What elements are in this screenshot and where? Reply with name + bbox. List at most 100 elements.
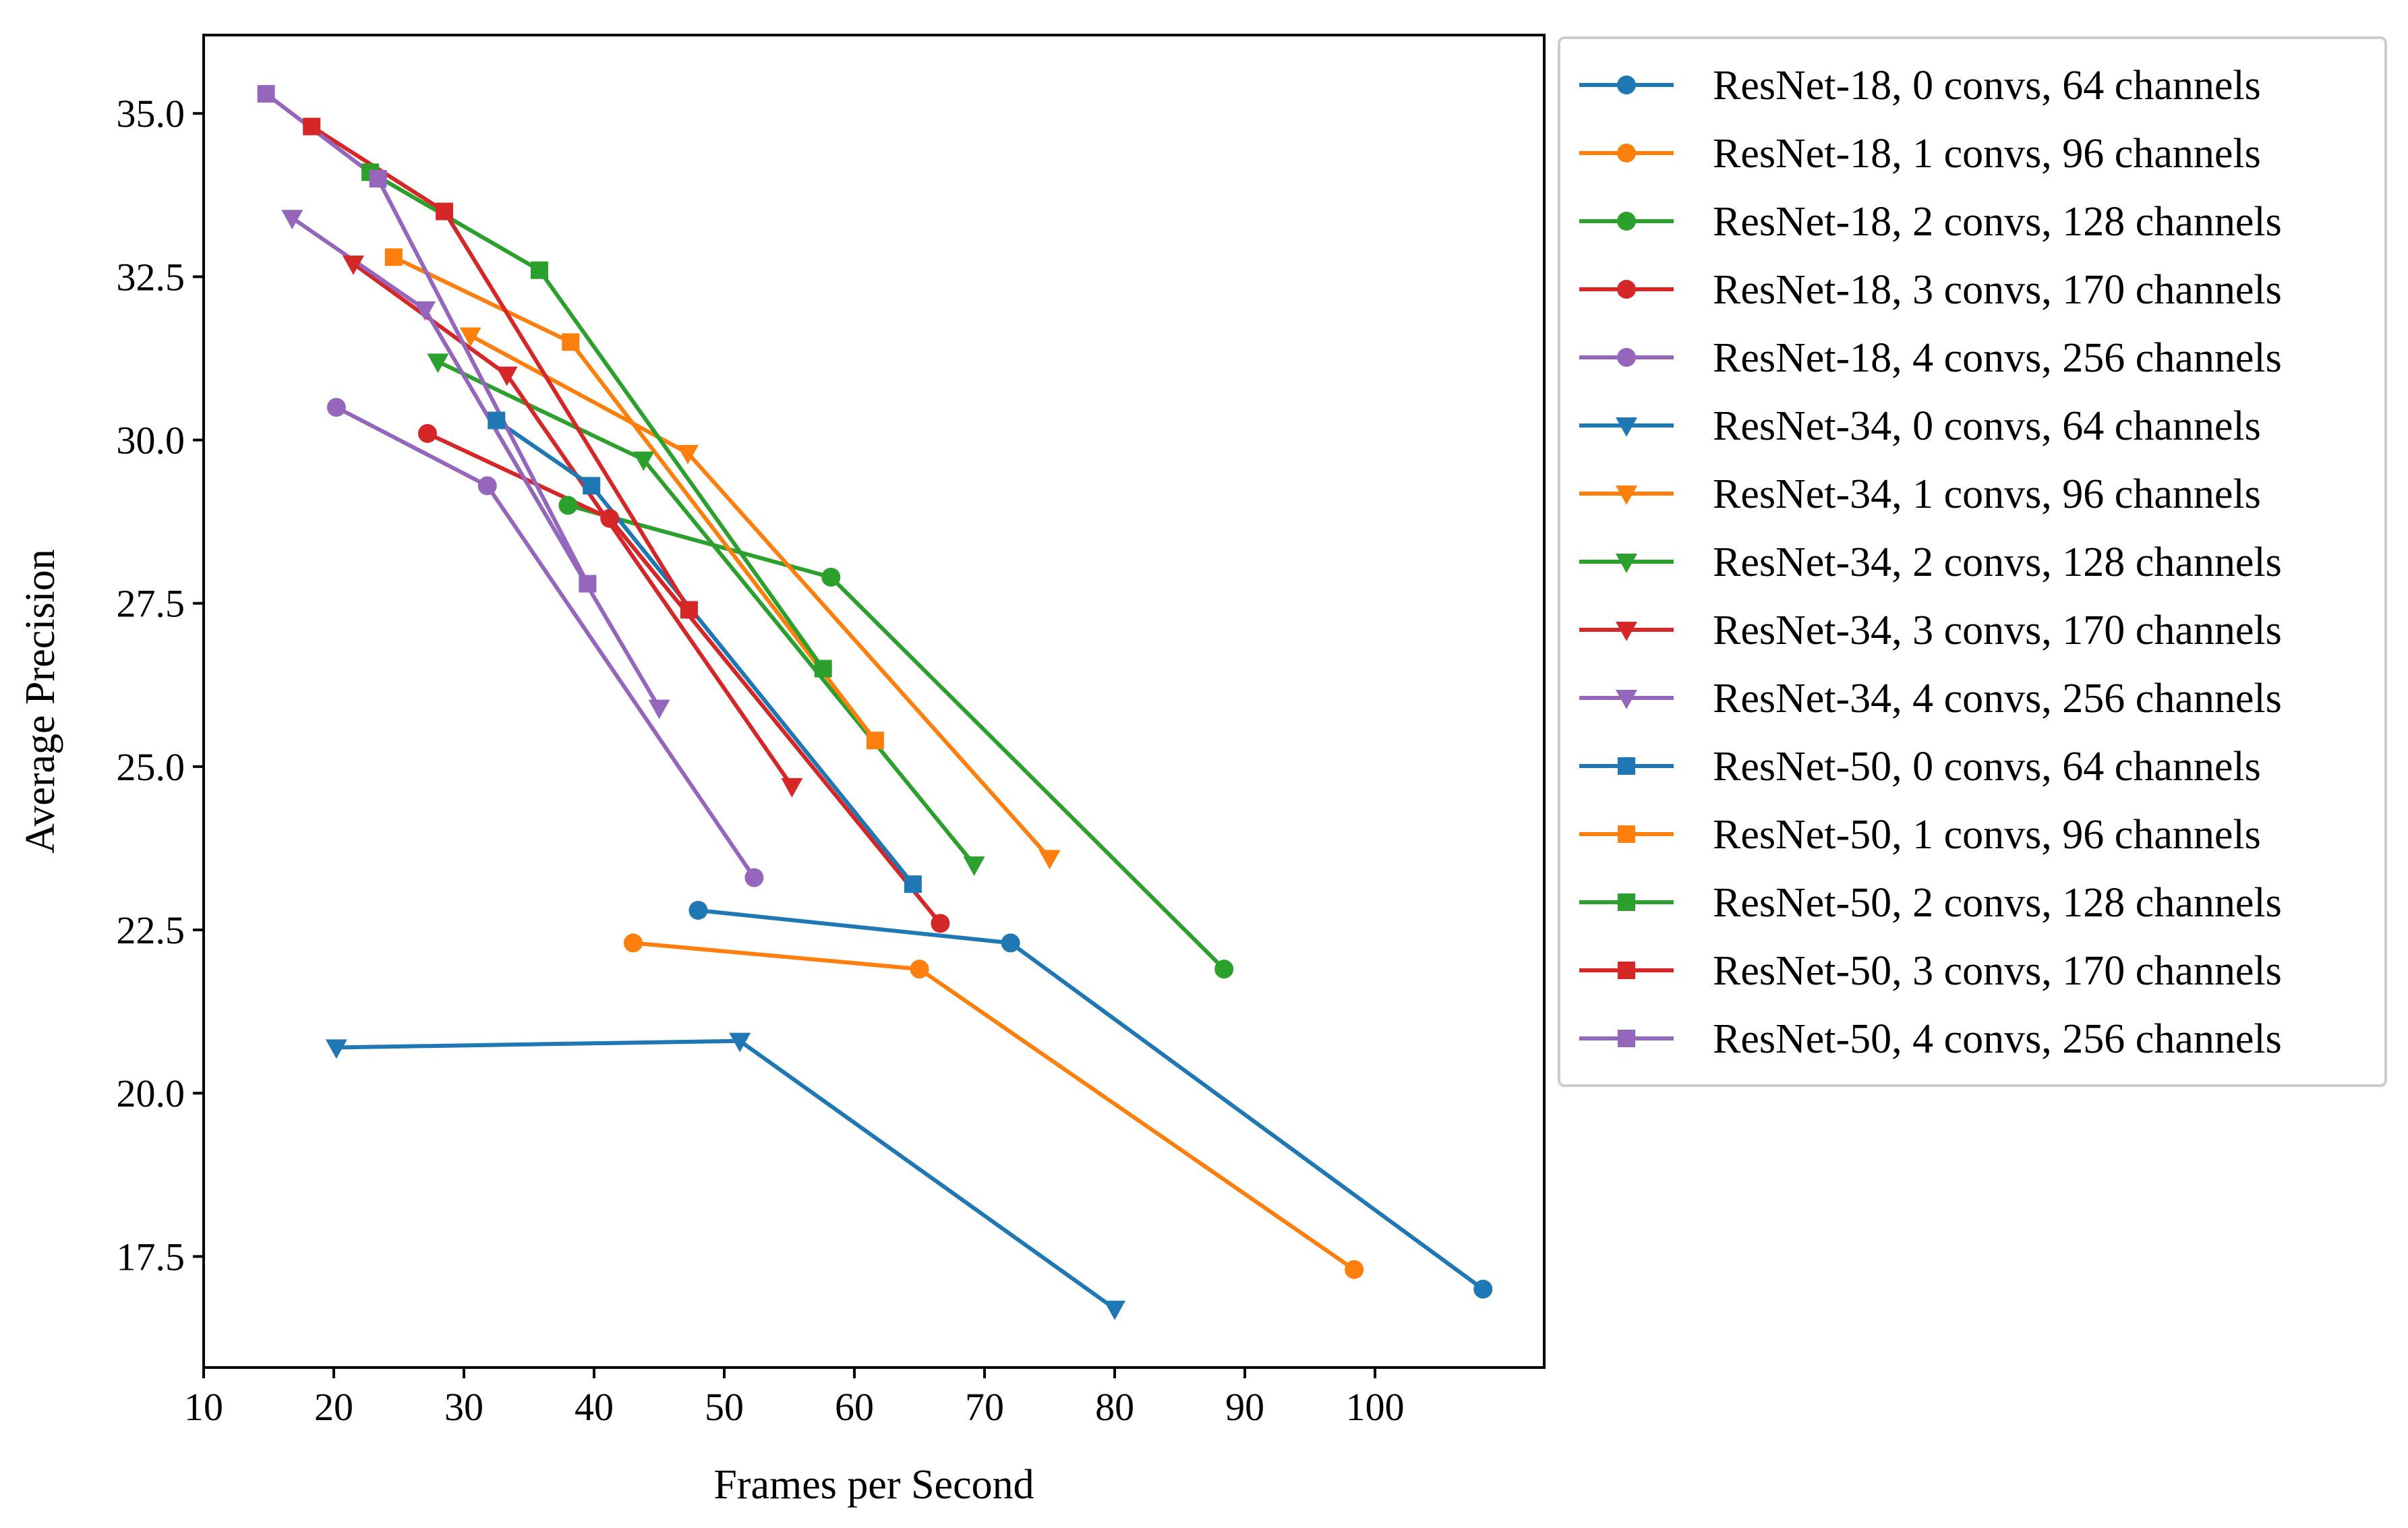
x-axis-ticks: 10 20 30 40 50 60 70 80 90 100 [184,1368,1405,1429]
series-line-6 [334,1038,1117,1311]
data-point-s5-2 [477,476,497,496]
legend-label-15: ResNet-50, 4 convs, 256 channels [1713,1016,2282,1062]
y-tick-label-7: 32.5 [117,255,185,299]
series-line-15 [264,92,590,586]
data-point-s4-3 [931,914,950,933]
data-point-s1-3 [1473,1279,1493,1299]
data-point-s12-1 [384,248,403,266]
y-tick-label-8: 35.0 [117,92,185,136]
data-point-s15-3 [579,575,597,593]
x-tick-label-1: 10 [184,1385,223,1429]
data-point-s6-2 [729,1032,751,1053]
data-point-s13-2 [530,261,548,279]
legend-label-5: ResNet-18, 4 convs, 256 channels [1713,335,2282,381]
x-tick-label-5: 50 [705,1385,744,1429]
data-point-s5-3 [744,868,764,887]
data-point-s9-1 [342,256,364,275]
legend-label-6: ResNet-34, 0 convs, 64 channels [1713,403,2261,449]
x-tick-label-2: 20 [314,1385,353,1429]
y-tick-label-4: 25.0 [117,745,185,789]
series-line-7 [468,333,1052,860]
data-point-s14-3 [680,601,698,619]
y-tick-label-2: 20.0 [117,1071,185,1115]
data-point-s14-2 [436,202,454,221]
data-point-s9-3 [781,777,803,798]
data-point-s8-3 [963,856,985,876]
series-line-10 [290,216,662,710]
legend-marker-8 [1616,554,1637,573]
data-point-s10-1 [281,210,303,230]
data-point-s13-3 [814,659,832,678]
data-point-s15-2 [369,170,387,188]
data-point-s11-3 [904,875,922,893]
legend: ResNet-18, 0 convs, 64 channels ResNet-18… [1558,36,2387,1087]
y-tick-label-1: 17.5 [117,1235,185,1279]
x-axis-title: Frames per Second [713,1462,1034,1508]
legend-marker-14 [1618,962,1635,979]
data-point-s7-3 [1038,850,1061,870]
series-line-1 [696,908,1486,1291]
data-point-s12-3 [866,732,884,750]
data-point-s8-1 [427,353,449,374]
legend-marker-1 [1617,76,1636,94]
legend-marker-13 [1618,893,1635,911]
data-point-s2-3 [1345,1260,1364,1279]
data-point-s7-1 [459,327,481,347]
data-point-s6-1 [325,1039,347,1059]
legend-marker-11 [1618,757,1635,775]
data-point-s15-1 [257,85,275,103]
data-point-s4-1 [417,423,437,443]
data-point-s6-3 [1104,1300,1126,1320]
x-tick-label-8: 80 [1095,1385,1134,1429]
legend-label-4: ResNet-18, 3 convs, 170 channels [1713,267,2282,313]
legend-label-2: ResNet-18, 1 convs, 96 channels [1713,131,2261,177]
data-point-s3-1 [558,496,578,515]
data-point-s14-1 [303,117,321,136]
x-tick-label-6: 60 [835,1385,874,1429]
y-axis-title: Average Precision [18,549,63,854]
y-tick-label-5: 27.5 [117,582,185,626]
x-tick-label-7: 70 [965,1385,1004,1429]
legend-marker-7 [1616,486,1637,505]
data-point-s8-2 [633,451,655,471]
data-point-s3-3 [1214,960,1234,979]
x-tick-label-3: 30 [444,1385,483,1429]
data-point-s9-2 [496,366,518,386]
legend-label-10: ResNet-34, 4 convs, 256 channels [1713,676,2282,722]
data-point-s4-2 [600,508,620,528]
y-tick-label-3: 22.5 [117,908,185,952]
legend-marker-5 [1617,348,1636,367]
data-point-s10-3 [648,699,670,719]
data-point-s12-2 [562,333,580,351]
legend-label-14: ResNet-50, 3 convs, 170 channels [1713,948,2282,994]
legend-label-12: ResNet-50, 1 convs, 96 channels [1713,812,2261,858]
data-point-s3-2 [821,567,841,587]
legend-marker-15 [1618,1030,1635,1047]
data-point-s1-1 [688,900,708,920]
legend-marker-10 [1616,690,1637,709]
series-markers [257,85,1493,1320]
data-point-s7-2 [676,444,699,465]
x-tick-label-4: 40 [575,1385,614,1429]
data-point-s10-2 [414,301,436,321]
data-point-s1-2 [1001,933,1020,953]
legend-label-9: ResNet-34, 3 convs, 170 channels [1713,608,2282,653]
legend-label-1: ResNet-18, 0 convs, 64 channels [1713,63,2261,109]
y-axis-ticks: 17.5 20.0 22.5 25.0 27.5 30.0 32.5 35.0 [117,92,204,1279]
legend-marker-2 [1617,144,1636,163]
legend-marker-4 [1617,280,1636,299]
legend-label-11: ResNet-50, 0 convs, 64 channels [1713,744,2261,790]
x-tick-label-9: 90 [1225,1385,1264,1429]
data-point-s2-2 [910,960,929,979]
y-tick-label-6: 30.0 [117,419,185,463]
legend-box [1558,36,2387,1087]
legend-marker-9 [1616,622,1637,641]
series-lines [264,92,1486,1311]
legend-label-3: ResNet-18, 2 convs, 128 channels [1713,199,2282,245]
data-point-s11-2 [583,477,601,495]
legend-marker-12 [1618,825,1635,843]
legend-marker-3 [1617,212,1636,231]
x-tick-label-10: 100 [1346,1385,1405,1429]
legend-label-8: ResNet-34, 2 convs, 128 channels [1713,539,2282,585]
